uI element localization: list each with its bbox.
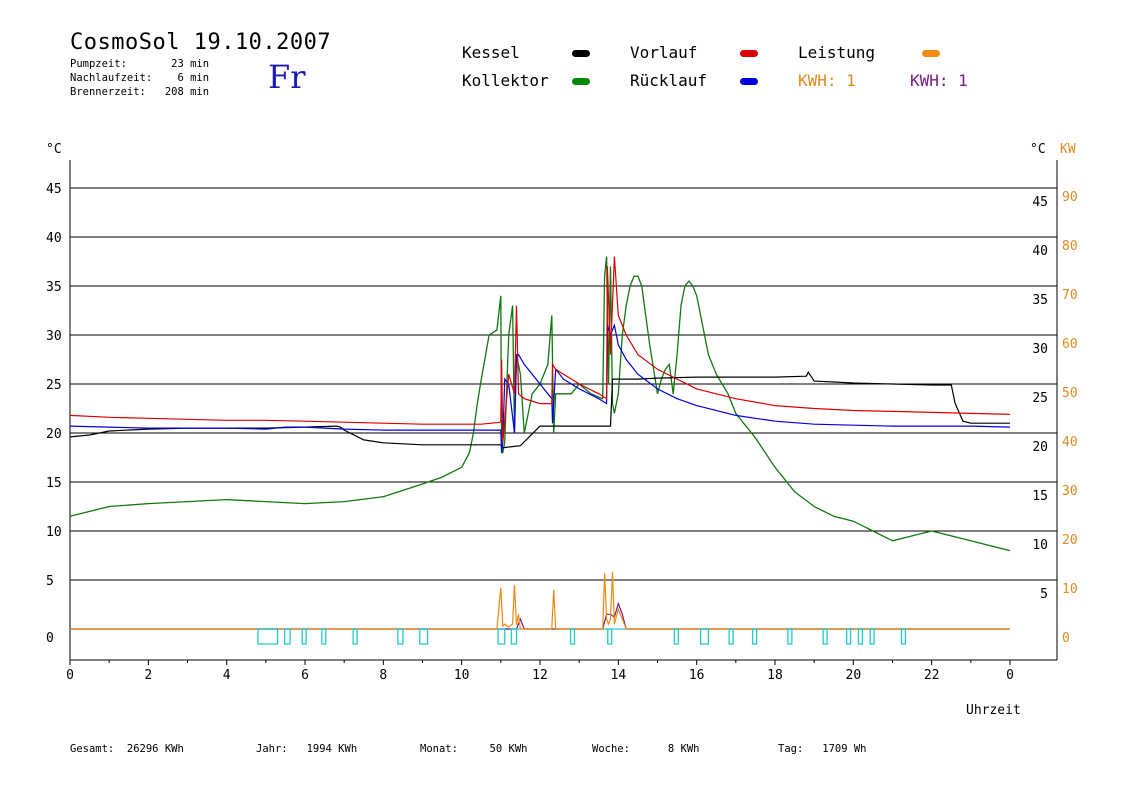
x-tick-label: 18 — [767, 668, 783, 683]
chart-title: CosmoSol 19.10.2007 — [70, 30, 332, 55]
x-tick-label: 8 — [379, 668, 387, 683]
y-tick-label-left: 0 — [46, 631, 54, 646]
pump-marker — [510, 628, 518, 645]
pump-marker — [397, 628, 404, 645]
x-tick-label: 12 — [532, 668, 548, 683]
weekday-label: Fr — [268, 58, 306, 96]
y-axis-label-right-power: KW — [1060, 142, 1076, 157]
series-line-leistung — [70, 572, 1010, 630]
x-tick-label: 20 — [846, 668, 862, 683]
x-tick-label: 10 — [454, 668, 470, 683]
y-tick-label-left: 40 — [46, 231, 62, 246]
legend-kwh-right: KWH: 1 — [910, 71, 968, 90]
x-tick-label: 14 — [611, 668, 627, 683]
y-tick-label-right-temp: 45 — [1032, 195, 1048, 210]
y-tick-label-right-temp: 30 — [1032, 342, 1048, 357]
pump-marker — [607, 628, 613, 645]
pump-marker — [301, 628, 307, 645]
x-tick-label: 0 — [66, 668, 74, 683]
pump-marker — [822, 628, 828, 645]
series-line-kwh — [70, 601, 1010, 630]
footer-tag: Tag: 1709 Wh — [778, 743, 867, 755]
pump-marker — [900, 628, 907, 645]
legend-leistung-label: Leistung — [798, 43, 876, 62]
y-tick-label-left: 45 — [46, 182, 62, 197]
legend-ruecklauf-label: Rücklauf — [630, 71, 708, 90]
y-tick-label-right-temp: 25 — [1032, 391, 1048, 406]
x-tick-label: 6 — [301, 668, 309, 683]
y-tick-label-right-temp: 35 — [1032, 293, 1048, 308]
pump-marker — [752, 628, 758, 645]
legend-kollektor-swatch — [572, 78, 590, 85]
y-axis-label-left: °C — [46, 142, 62, 157]
x-axis-label: Uhrzeit — [966, 703, 1021, 718]
footer-jahr: Jahr: 1994 KWh — [256, 743, 358, 755]
series-line-ruecklauf — [69, 323, 1011, 453]
footer-monat: Monat: 50 KWh — [420, 743, 528, 755]
y-tick-label-left: 5 — [46, 574, 54, 589]
y-tick-label-right-power: 30 — [1062, 484, 1078, 499]
legend-kessel-swatch — [572, 50, 590, 57]
pump-marker — [728, 628, 734, 645]
pump-marker — [846, 628, 852, 645]
y-tick-label-right-power: 60 — [1062, 337, 1078, 352]
pump-marker — [352, 628, 358, 645]
pump-marker — [787, 628, 793, 645]
legend-kessel-label: Kessel — [462, 43, 520, 62]
y-tick-label-right-power: 20 — [1062, 533, 1078, 548]
x-tick-label: 2 — [144, 668, 152, 683]
y-tick-label-right-power: 10 — [1062, 582, 1078, 597]
x-tick-label: 22 — [924, 668, 940, 683]
series-line-kollektor — [69, 256, 1011, 552]
legend-ruecklauf-swatch — [740, 78, 758, 85]
y-tick-label-left: 30 — [46, 329, 62, 344]
footer-gesamt: Gesamt: 26296 KWh — [70, 743, 184, 755]
y-tick-label-left: 25 — [46, 378, 62, 393]
pump-marker — [673, 628, 679, 645]
info-pumpzeit: Pumpzeit: 23 min — [70, 58, 210, 70]
y-tick-label-right-temp: 5 — [1040, 587, 1048, 602]
y-tick-label-right-temp: 40 — [1032, 244, 1048, 259]
footer-woche: Woche: 8 KWh — [592, 743, 700, 755]
y-tick-label-right-power: 80 — [1062, 239, 1078, 254]
y-tick-label-right-power: 50 — [1062, 386, 1078, 401]
legend-vorlauf-swatch — [740, 50, 758, 57]
info-brennerzeit: Brennerzeit: 208 min — [70, 86, 210, 98]
x-tick-label: 4 — [223, 668, 231, 683]
pump-marker — [857, 628, 863, 645]
legend-kwh-left: KWH: 1 — [798, 71, 856, 90]
x-tick-label: 16 — [689, 668, 705, 683]
pump-marker — [869, 628, 875, 645]
y-tick-label-left: 35 — [46, 280, 62, 295]
pump-marker — [699, 628, 710, 645]
legend-leistung-swatch — [922, 50, 940, 57]
y-tick-label-right-temp: 15 — [1032, 489, 1048, 504]
y-tick-label-right-power: 40 — [1062, 435, 1078, 450]
pump-marker — [419, 628, 429, 645]
y-tick-label-left: 15 — [46, 476, 62, 491]
series-line-vorlauf — [69, 256, 1011, 443]
info-nachlaufzeit: Nachlaufzeit: 6 min — [70, 72, 210, 84]
y-tick-label-right-temp: 20 — [1032, 440, 1048, 455]
y-tick-label-right-power: 90 — [1062, 190, 1078, 205]
y-tick-label-right-temp: 10 — [1032, 538, 1048, 553]
pump-marker — [283, 628, 291, 645]
pump-marker — [257, 628, 279, 645]
legend-kollektor-label: Kollektor — [462, 71, 549, 90]
y-tick-label-left: 10 — [46, 525, 62, 540]
pump-marker — [321, 628, 327, 645]
pump-marker — [497, 628, 506, 645]
legend-vorlauf-label: Vorlauf — [630, 43, 698, 62]
y-tick-label-left: 20 — [46, 427, 62, 442]
y-axis-label-right-temp: °C — [1030, 142, 1046, 157]
y-tick-label-right-power: 70 — [1062, 288, 1078, 303]
x-tick-label: 0 — [1006, 668, 1014, 683]
y-tick-label-right-power: 0 — [1062, 631, 1070, 646]
pump-marker — [569, 628, 576, 645]
